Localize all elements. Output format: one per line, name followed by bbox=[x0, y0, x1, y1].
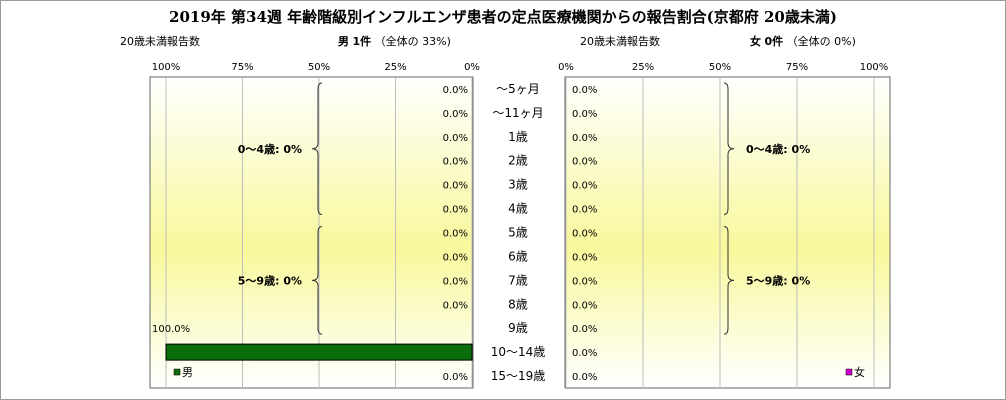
value-label: 0.0% bbox=[572, 133, 597, 144]
right-gender: 女 bbox=[750, 35, 761, 48]
bar bbox=[165, 343, 473, 361]
value-label: 0.0% bbox=[572, 229, 597, 240]
value-label: 0.0% bbox=[443, 300, 468, 311]
category-label: 7歳 bbox=[508, 273, 528, 287]
age-bracket bbox=[723, 82, 735, 216]
value-label: 0.0% bbox=[572, 300, 597, 311]
right-unit: 件 bbox=[772, 35, 784, 48]
x-tick-label: 100% bbox=[860, 62, 889, 73]
age-bracket bbox=[311, 226, 323, 335]
left-unit: 件 bbox=[360, 35, 372, 48]
right-count-label: 20歳未満報告数 bbox=[580, 35, 660, 48]
value-label: 0.0% bbox=[572, 252, 597, 263]
category-label: ～5ヶ月 bbox=[496, 82, 540, 96]
plot-area bbox=[149, 76, 474, 389]
legend-swatch bbox=[845, 368, 853, 376]
left-gender: 男 bbox=[338, 35, 349, 48]
category-label: 4歳 bbox=[508, 202, 528, 216]
right-share-label: （全体の bbox=[786, 35, 831, 48]
x-tick-label: 75% bbox=[786, 62, 808, 73]
right-chart-female: 0% 25% 50% 75% 100% 0.0% 0.0% 0.0% 0.0% 0.0% 0.0% 0… bbox=[558, 62, 891, 389]
x-tick-label: 25% bbox=[632, 62, 654, 73]
category-label: 5歳 bbox=[508, 226, 528, 240]
x-tick-label: 0% bbox=[558, 62, 574, 73]
value-label: 0.0% bbox=[572, 181, 597, 192]
category-label: 1歳 bbox=[508, 130, 528, 144]
bracket-label: 0～4歳: 0% bbox=[238, 142, 302, 156]
value-label: 0.0% bbox=[572, 85, 597, 96]
right-share: 0%) bbox=[834, 35, 856, 48]
value-label: 0.0% bbox=[443, 85, 468, 96]
category-label: 9歳 bbox=[508, 321, 528, 335]
value-label: 0.0% bbox=[572, 157, 597, 168]
category-label: 6歳 bbox=[508, 249, 528, 263]
value-label: 0.0% bbox=[572, 348, 597, 359]
category-label: 15～19歳 bbox=[491, 369, 546, 383]
value-label: 0.0% bbox=[572, 276, 597, 287]
category-label: 8歳 bbox=[508, 297, 528, 311]
right-summary: 女 0件 （全体の 0%) bbox=[750, 33, 856, 49]
value-label: 0.0% bbox=[443, 205, 468, 216]
x-tick-label: 75% bbox=[231, 62, 253, 73]
value-label: 0.0% bbox=[443, 133, 468, 144]
value-label: 0.0% bbox=[443, 229, 468, 240]
legend-label: 女 bbox=[854, 365, 865, 379]
left-count: 1 bbox=[352, 35, 361, 48]
value-label: 0.0% bbox=[443, 181, 468, 192]
value-label: 0.0% bbox=[572, 205, 597, 216]
category-labels: ～5ヶ月 ～11ヶ月 1歳 2歳 3歳 4歳 5歳 6歳 7歳 8歳 9歳 10～14歳 15～19歳 bbox=[491, 82, 546, 383]
value-label: 0.0% bbox=[443, 276, 468, 287]
value-label: 0.0% bbox=[443, 372, 468, 383]
category-label: 2歳 bbox=[508, 154, 528, 168]
x-tick-label: 0% bbox=[464, 62, 480, 73]
x-tick-label: 50% bbox=[308, 62, 330, 73]
left-summary: 男 1件 （全体の 33%) bbox=[338, 33, 451, 49]
value-label: 100.0% bbox=[152, 324, 190, 335]
bracket-label: 0～4歳: 0% bbox=[746, 142, 810, 156]
bracket-label: 5～9歳: 0% bbox=[238, 273, 302, 287]
legend-label: 男 bbox=[182, 366, 193, 379]
value-label: 0.0% bbox=[443, 157, 468, 168]
x-tick-label: 100% bbox=[152, 62, 181, 73]
age-bracket bbox=[723, 226, 735, 335]
value-label: 0.0% bbox=[443, 109, 468, 120]
bracket-label: 5～9歳: 0% bbox=[746, 273, 810, 287]
age-bracket bbox=[311, 82, 323, 216]
value-label: 0.0% bbox=[572, 109, 597, 120]
left-chart-male: 100% 75% 50% 25% 0% 0.0% 0.0% 0.0% 0.0% 0.0% 0.0% 0… bbox=[149, 62, 480, 389]
left-count-label: 20歳未満報告数 bbox=[120, 35, 200, 48]
chart-title: 2019年 第34週 年齢階級別インフルエンザ患者の定点医療機関からの報告割合(… bbox=[169, 8, 837, 26]
x-tick-label: 25% bbox=[384, 62, 406, 73]
value-label: 0.0% bbox=[572, 372, 597, 383]
value-label: 0.0% bbox=[572, 324, 597, 335]
x-tick-label: 50% bbox=[709, 62, 731, 73]
category-label: 10～14歳 bbox=[491, 345, 546, 359]
category-label: 3歳 bbox=[508, 178, 528, 192]
value-label: 0.0% bbox=[443, 252, 468, 263]
category-label: ～11ヶ月 bbox=[492, 106, 543, 120]
left-share-label: （全体の bbox=[374, 35, 419, 48]
right-count: 0 bbox=[764, 35, 773, 48]
legend-swatch bbox=[173, 368, 181, 376]
left-share: 33%) bbox=[422, 35, 451, 48]
